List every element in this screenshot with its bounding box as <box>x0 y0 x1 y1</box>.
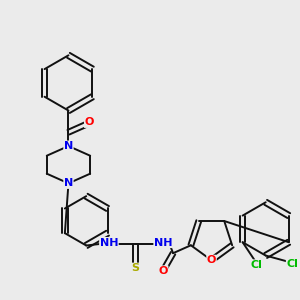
Text: NH: NH <box>154 238 172 248</box>
Text: N: N <box>64 178 73 188</box>
Text: S: S <box>131 263 140 273</box>
Text: Cl: Cl <box>250 260 262 270</box>
Text: N: N <box>64 141 73 151</box>
Text: Cl: Cl <box>286 260 298 269</box>
Text: O: O <box>159 266 168 276</box>
Text: O: O <box>85 117 94 128</box>
Text: O: O <box>207 255 216 265</box>
Text: NH: NH <box>100 238 118 248</box>
